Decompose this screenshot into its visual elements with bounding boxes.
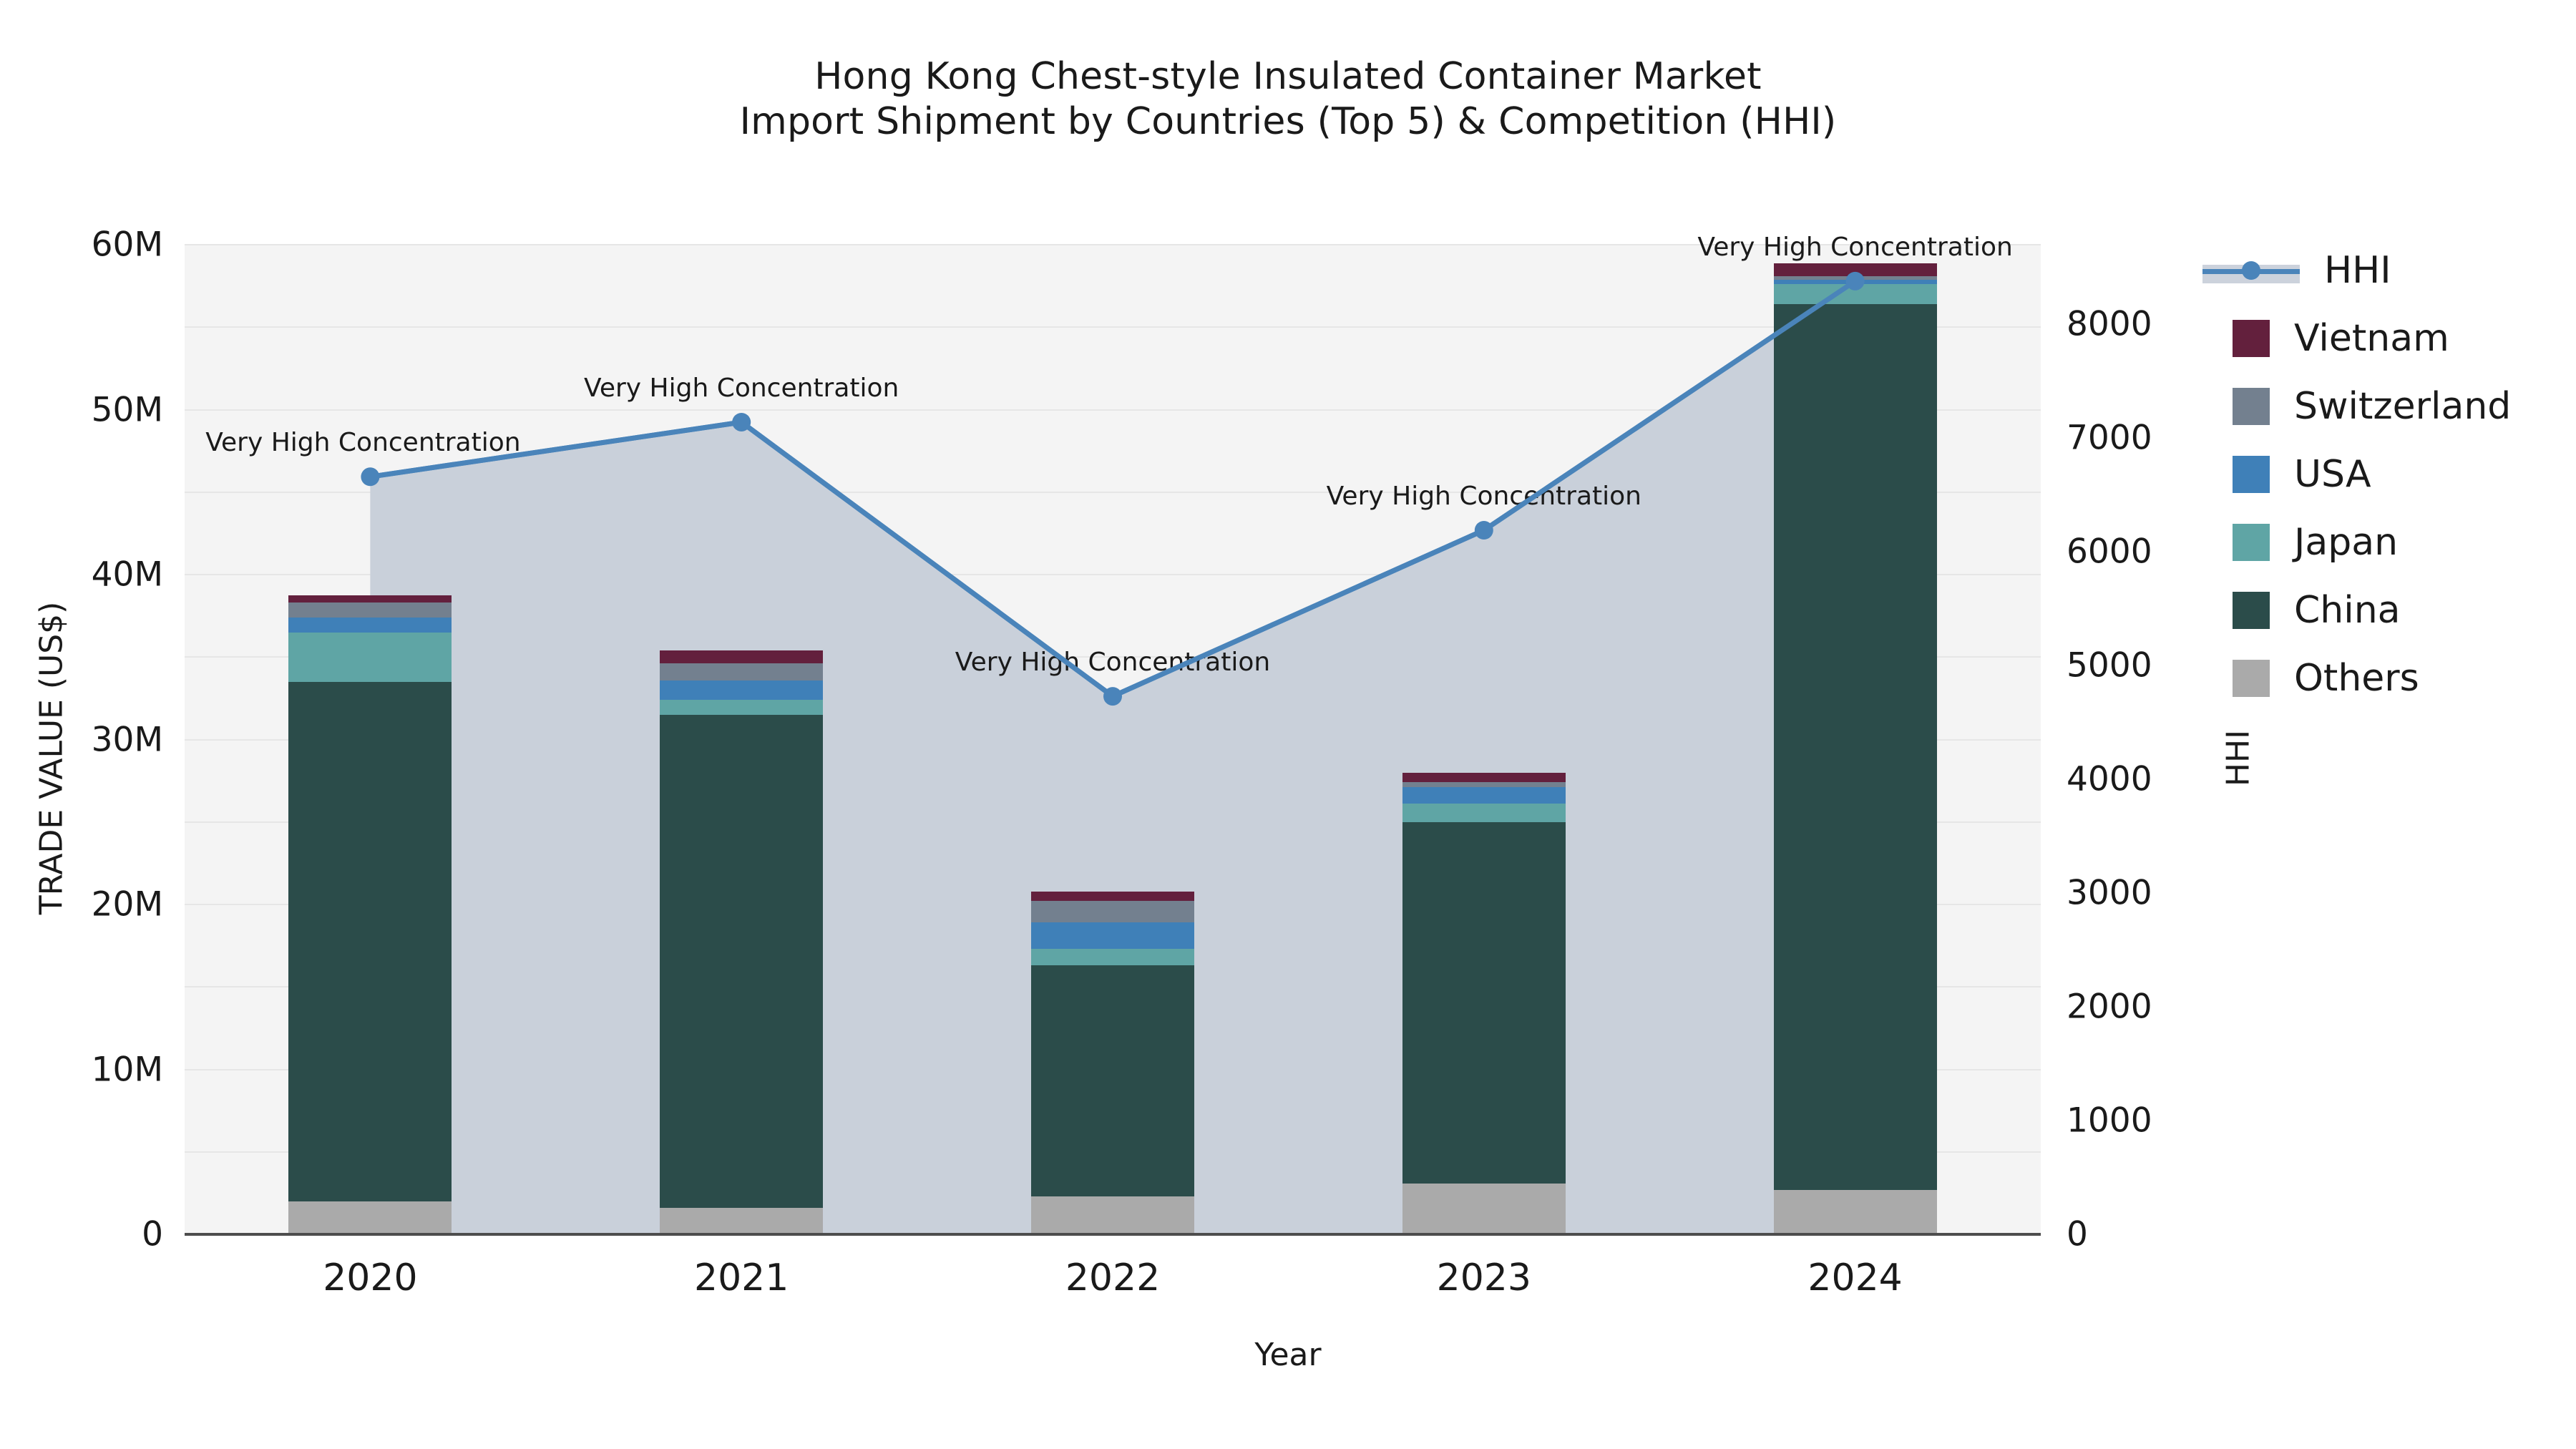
- y-tick-left-0: 0: [142, 1214, 163, 1254]
- legend-swatch-icon: [2233, 591, 2270, 629]
- y-tick-left-10M: 10M: [91, 1050, 163, 1089]
- legend-item-china[interactable]: China: [2202, 576, 2511, 644]
- y-tick-right-4000: 4000: [2067, 759, 2152, 799]
- bar-segment-switzerland[interactable]: [1773, 276, 1937, 280]
- x-tick-2021: 2021: [694, 1257, 789, 1299]
- x-tick-2023: 2023: [1436, 1257, 1531, 1299]
- legend-swatch-icon: [2233, 319, 2270, 357]
- bar-segment-usa[interactable]: [1773, 280, 1937, 285]
- legend-label: HHI: [2324, 248, 2391, 292]
- bar-segment-others[interactable]: [1402, 1183, 1566, 1234]
- y-tick-left-40M: 40M: [91, 555, 163, 595]
- chart-legend: HHI Vietnam Switzerland USA Japan China Others: [2202, 236, 2511, 712]
- x-tick-2022: 2022: [1065, 1257, 1161, 1299]
- y-tick-right-6000: 6000: [2067, 532, 2152, 572]
- annotation-2024: Very High Concentration: [1697, 232, 2013, 262]
- x-tick-2020: 2020: [323, 1257, 418, 1299]
- legend-item-japan[interactable]: Japan: [2202, 508, 2511, 576]
- bar-segment-switzerland[interactable]: [1402, 782, 1566, 788]
- annotation-2020: Very High Concentration: [205, 428, 521, 458]
- y-tick-right-8000: 8000: [2067, 304, 2152, 344]
- bar-segment-usa[interactable]: [288, 617, 452, 633]
- legend-swatch-icon: [2233, 387, 2270, 425]
- bar-segment-vietnam[interactable]: [1402, 772, 1566, 783]
- y-tick-left-30M: 30M: [91, 720, 163, 759]
- annotation-2022: Very High Concentration: [955, 648, 1271, 678]
- legend-label: China: [2294, 588, 2401, 632]
- bar-segment-others[interactable]: [1031, 1196, 1194, 1234]
- bar-segment-japan[interactable]: [660, 700, 824, 715]
- x-axis-title: Year: [1254, 1337, 1322, 1373]
- legend-item-hhi[interactable]: HHI: [2202, 236, 2511, 304]
- y-tick-left-50M: 50M: [91, 390, 163, 429]
- bar-segment-china[interactable]: [1773, 303, 1937, 1190]
- bar-segment-others[interactable]: [660, 1208, 824, 1234]
- y-tick-left-60M: 60M: [91, 225, 163, 265]
- bar-segment-vietnam[interactable]: [660, 650, 824, 664]
- y-axis-left-title: TRADE VALUE (US$): [33, 601, 70, 915]
- legend-swatch-icon: [2233, 659, 2270, 697]
- bar-segment-japan[interactable]: [1773, 284, 1937, 304]
- legend-line-icon: [2202, 252, 2300, 289]
- bar-segment-vietnam[interactable]: [1773, 263, 1937, 277]
- bar-segment-switzerland[interactable]: [1031, 901, 1194, 923]
- x-tick-2024: 2024: [1807, 1257, 1903, 1299]
- y-tick-right-1000: 1000: [2067, 1101, 2152, 1141]
- chart-title: Hong Kong Chest-style Insulated Containe…: [0, 54, 2576, 145]
- legend-item-vietnam[interactable]: Vietnam: [2202, 304, 2511, 372]
- bar-segment-vietnam[interactable]: [288, 595, 452, 602]
- legend-swatch-icon: [2233, 523, 2270, 561]
- bar-segment-japan[interactable]: [1402, 804, 1566, 822]
- y-tick-right-5000: 5000: [2067, 645, 2152, 686]
- bar-segment-usa[interactable]: [1402, 787, 1566, 804]
- bar-segment-china[interactable]: [1031, 965, 1194, 1196]
- bar-segment-china[interactable]: [288, 681, 452, 1201]
- bar-group-2021[interactable]: [660, 0, 824, 1234]
- annotation-2023: Very High Concentration: [1326, 482, 1641, 511]
- legend-item-usa[interactable]: USA: [2202, 440, 2511, 508]
- bar-segment-vietnam[interactable]: [1031, 891, 1194, 902]
- legend-item-others[interactable]: Others: [2202, 644, 2511, 712]
- bar-segment-usa[interactable]: [660, 680, 824, 701]
- bar-group-2022[interactable]: [1031, 0, 1194, 1234]
- bar-group-2020[interactable]: [288, 0, 452, 1234]
- y-tick-right-0: 0: [2067, 1214, 2088, 1254]
- bar-segment-others[interactable]: [288, 1201, 452, 1234]
- bar-group-2023[interactable]: [1402, 0, 1566, 1234]
- y-tick-right-2000: 2000: [2067, 987, 2152, 1027]
- legend-label: Switzerland: [2294, 384, 2512, 428]
- legend-label: USA: [2294, 452, 2371, 496]
- bar-segment-japan[interactable]: [1031, 949, 1194, 966]
- bar-segment-china[interactable]: [1402, 821, 1566, 1184]
- y-tick-left-20M: 20M: [91, 884, 163, 924]
- chart-title-line-1: Hong Kong Chest-style Insulated Containe…: [814, 55, 1762, 98]
- legend-item-switzerland[interactable]: Switzerland: [2202, 372, 2511, 440]
- bar-segment-others[interactable]: [1773, 1189, 1937, 1234]
- legend-swatch-icon: [2233, 455, 2270, 493]
- bar-group-2024[interactable]: [1773, 0, 1937, 1234]
- bar-segment-switzerland[interactable]: [660, 663, 824, 680]
- bar-segment-china[interactable]: [660, 714, 824, 1209]
- y-tick-right-7000: 7000: [2067, 418, 2152, 458]
- bar-segment-switzerland[interactable]: [288, 602, 452, 618]
- legend-label: Japan: [2294, 520, 2399, 564]
- legend-label: Vietnam: [2294, 316, 2449, 360]
- grid-line: [185, 244, 2041, 245]
- annotation-2021: Very High Concentration: [583, 373, 899, 403]
- legend-label: Others: [2294, 656, 2419, 700]
- bar-segment-usa[interactable]: [1031, 922, 1194, 950]
- bar-segment-japan[interactable]: [288, 632, 452, 682]
- y-tick-right-3000: 3000: [2067, 873, 2152, 913]
- chart-title-line-2: Import Shipment by Countries (Top 5) & C…: [739, 100, 1837, 144]
- x-axis-line: [185, 1233, 2041, 1236]
